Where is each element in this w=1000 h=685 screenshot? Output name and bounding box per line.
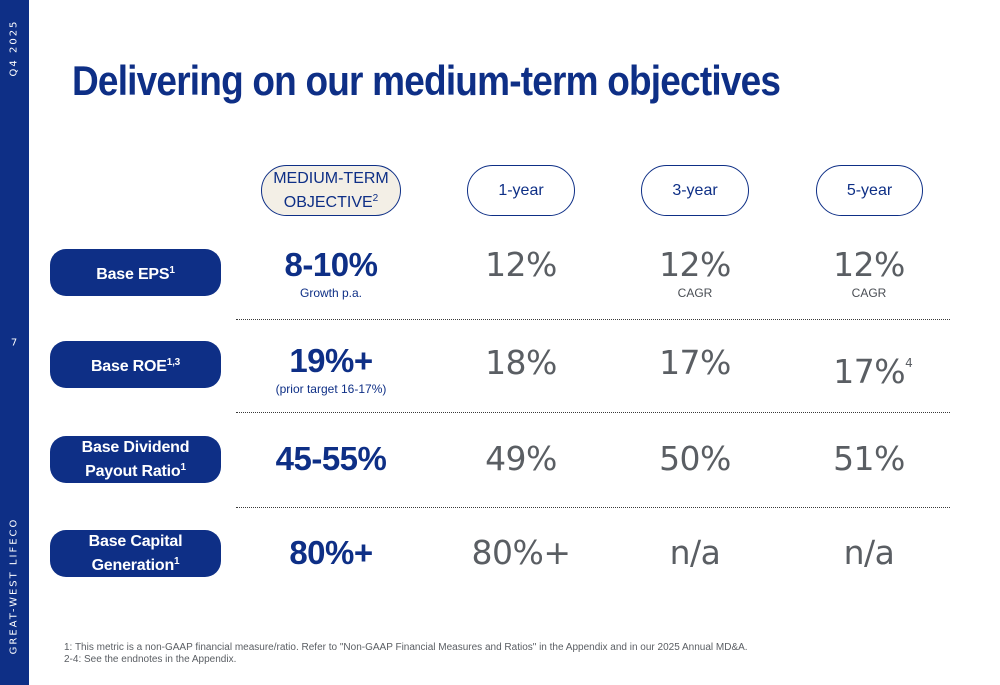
column-header-objective: MEDIUM-TERM OBJECTIVE2 [261,165,401,216]
capital-objective-cell: 80%+ [236,533,426,573]
column-header-1-year: 1-year [467,165,575,216]
row-label-base-eps-text: Base EPS [96,265,170,283]
roe-objective-value: 19%+ [289,342,373,379]
dividend-objective-cell: 45-55% [236,439,426,479]
eps-1-year-cell: 12% [426,245,616,285]
column-header-objective-line1: MEDIUM-TERM [273,169,389,187]
capital-objective-value: 80%+ [289,534,373,571]
capital-3-year-cell: n/a [600,533,790,573]
footnote-2-4: 2-4: See the endnotes in the Appendix. [64,654,237,665]
roe-1-year-cell: 18% [426,343,616,383]
row-label-base-roe-text: Base ROE [90,357,167,375]
footnote-1: 1: This metric is a non-GAAP financial m… [64,642,748,653]
row-label-base-roe-footnote: 1,3 [166,356,181,368]
period-label: Q4 2025 [8,19,20,77]
eps-5-year-sub: CAGR [851,286,887,300]
capital-1-year-value: 80%+ [471,533,572,572]
row-label-capital-line1: Base Capital [88,532,183,550]
eps-objective-cell: 8-10% Growth p.a. [236,245,426,300]
dividend-objective-value: 45-55% [275,440,387,477]
roe-5-year-footnote: 4 [905,356,913,370]
row-label-dividend-line2: Payout Ratio [85,462,181,480]
row-divider [236,412,950,413]
dividend-3-year-cell: 50% [600,439,790,479]
side-bar: Q4 2025 7 GREAT-WEST LIFECO [0,0,29,685]
roe-5-year-value: 17% [833,352,906,391]
page-number: 7 [10,337,18,349]
row-label-base-eps: Base EPS1 [50,249,221,296]
dividend-1-year-value: 49% [485,439,557,478]
brand-label: GREAT-WEST LIFECO [8,517,20,655]
footnotes: 1: This metric is a non-GAAP financial m… [64,642,748,666]
column-header-5-year-label: 5-year [846,181,893,199]
column-header-1-year-label: 1-year [498,181,544,199]
eps-5-year-cell: 12% CAGR [774,245,964,300]
dividend-5-year-value: 51% [833,439,905,478]
capital-5-year-value: n/a [843,533,895,572]
row-label-dividend-line1: Base Dividend [81,438,190,456]
row-label-base-capital-generation: Base Capital Generation1 [50,530,221,577]
row-label-capital-footnote: 1 [174,555,180,567]
roe-objective-sub: (prior target 16-17%) [275,382,387,396]
row-divider [236,507,950,508]
eps-3-year-sub: CAGR [677,286,713,300]
row-label-base-dividend-payout-ratio: Base Dividend Payout Ratio1 [50,436,221,483]
eps-3-year-value: 12% [659,245,731,284]
roe-3-year-value: 17% [659,343,731,382]
eps-5-year-value: 12% [833,245,905,284]
capital-5-year-cell: n/a [774,533,964,573]
capital-1-year-cell: 80%+ [426,533,616,573]
dividend-3-year-value: 50% [659,439,731,478]
column-header-objective-line2: OBJECTIVE [283,193,373,211]
row-label-base-eps-footnote: 1 [169,264,175,276]
row-label-dividend-footnote: 1 [180,461,187,473]
row-label-capital-line2: Generation [91,556,175,574]
eps-3-year-cell: 12% CAGR [600,245,790,300]
roe-3-year-cell: 17% [600,343,790,383]
dividend-5-year-cell: 51% [774,439,964,479]
capital-3-year-value: n/a [669,533,721,572]
eps-objective-sub: Growth p.a. [299,286,363,300]
column-header-3-year-label: 3-year [672,181,718,199]
column-header-3-year: 3-year [641,165,749,216]
roe-objective-cell: 19%+ (prior target 16-17%) [236,341,426,396]
roe-5-year-cell: 17%4 [778,343,968,392]
roe-1-year-value: 18% [485,343,557,382]
row-label-base-roe: Base ROE1,3 [50,341,221,388]
column-header-objective-footnote: 2 [372,192,379,204]
page-title: Delivering on our medium-term objectives [72,58,781,104]
dividend-1-year-cell: 49% [426,439,616,479]
eps-1-year-value: 12% [485,245,557,284]
column-header-5-year: 5-year [816,165,923,216]
row-divider [236,319,950,320]
eps-objective-value: 8-10% [284,246,378,283]
